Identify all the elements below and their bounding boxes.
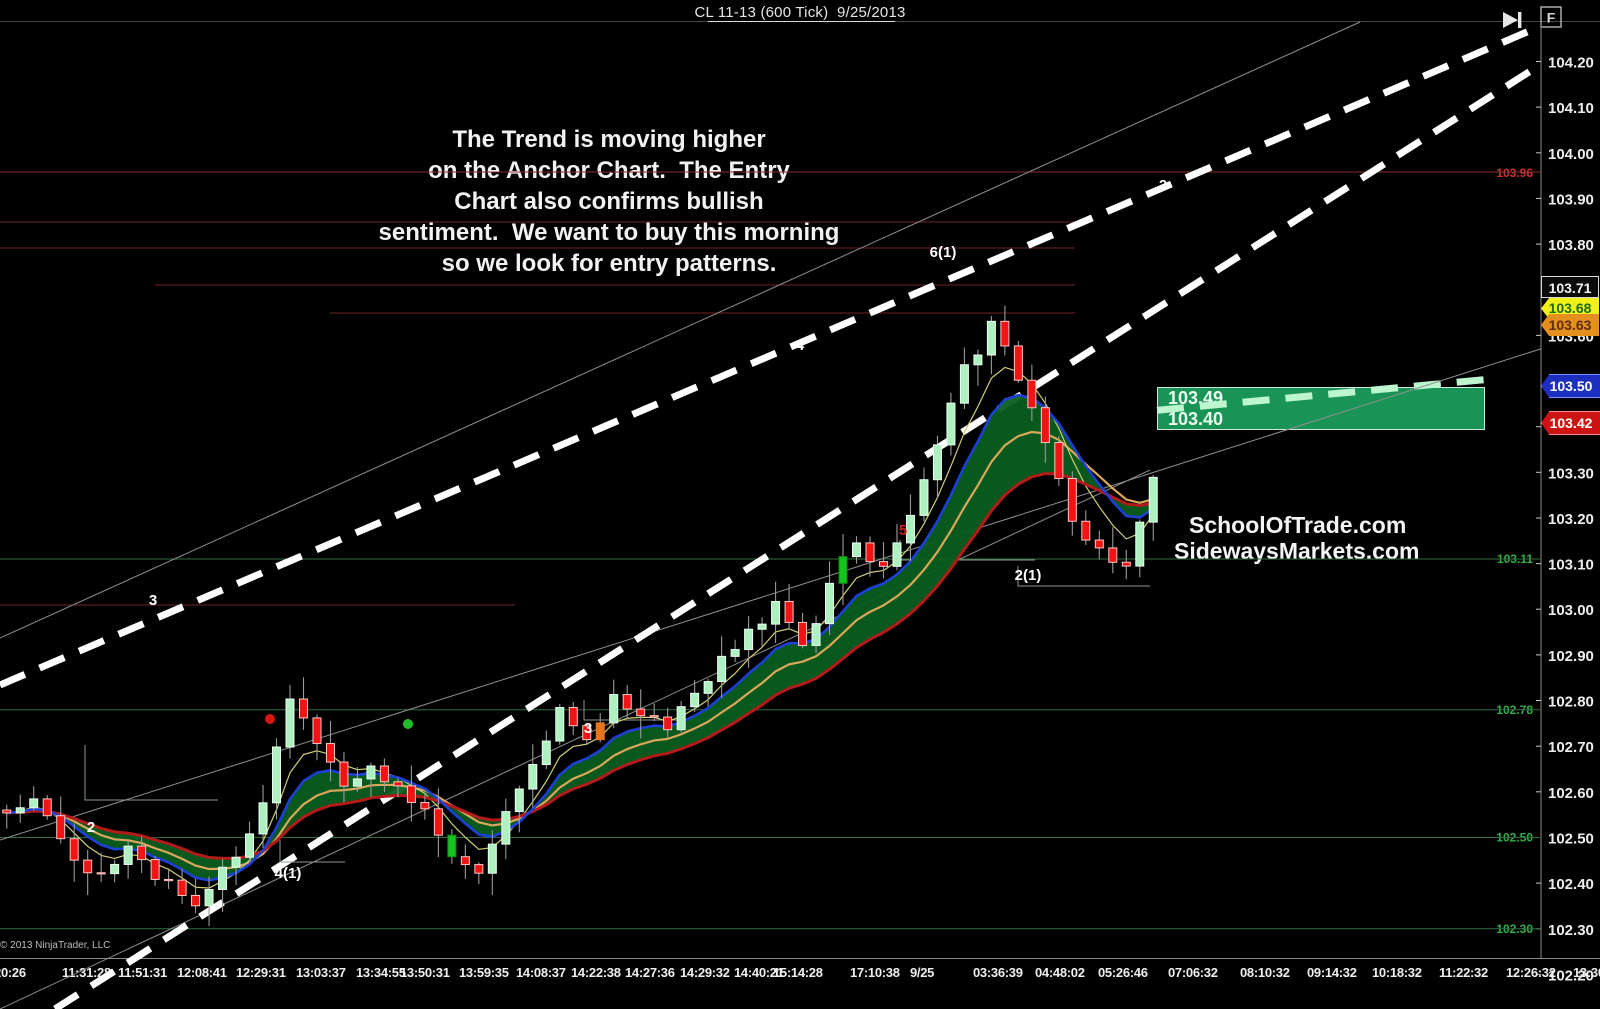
svg-text:6(1): 6(1)	[930, 244, 957, 261]
svg-text:4: 4	[796, 337, 805, 354]
svg-text:2: 2	[1159, 177, 1167, 194]
svg-text:2: 2	[87, 819, 95, 836]
svg-text:2(1): 2(1)	[1015, 567, 1042, 584]
svg-text:3: 3	[584, 720, 592, 737]
svg-text:3: 3	[149, 592, 157, 609]
svg-text:5: 5	[899, 522, 907, 539]
svg-text:4(1): 4(1)	[275, 865, 302, 882]
